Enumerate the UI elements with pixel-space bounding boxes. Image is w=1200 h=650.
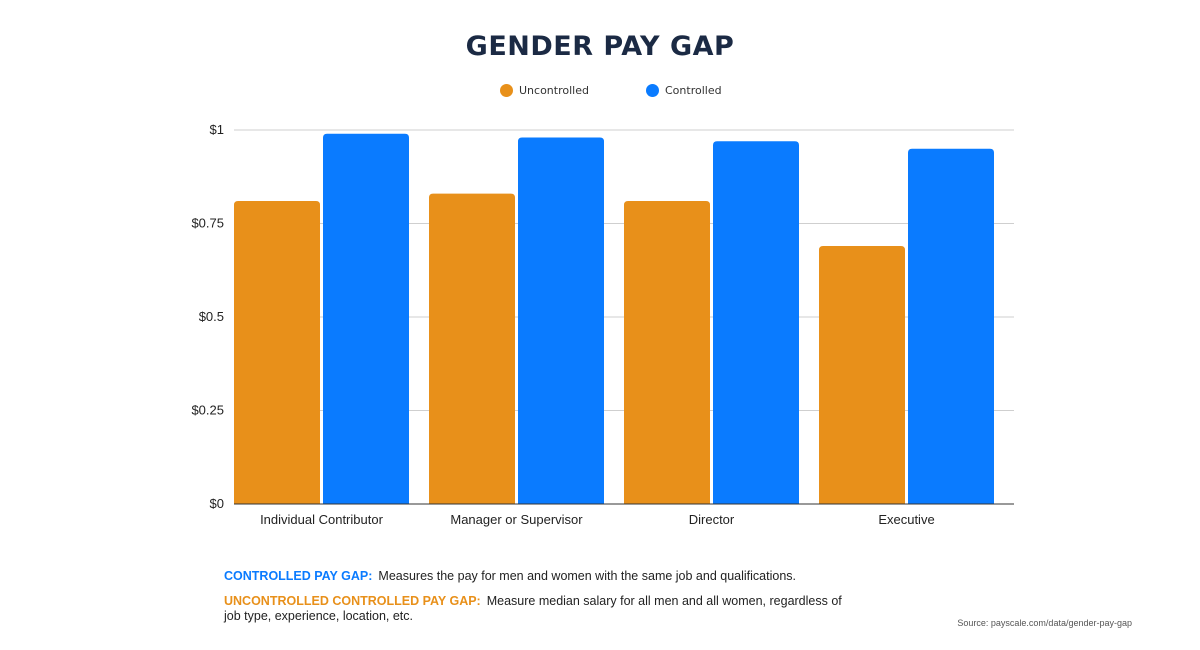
y-tick-label: $0 <box>210 496 224 511</box>
y-tick-label: $0.75 <box>191 216 224 231</box>
legend-swatch-uncontrolled <box>500 83 513 97</box>
note-controlled-text: Measures the pay for men and women with … <box>378 569 796 583</box>
y-tick-label: $0.25 <box>191 403 224 418</box>
chart-legend: Uncontrolled Controlled <box>0 82 1200 98</box>
bar-controlled-0 <box>323 133 409 505</box>
bar-chart: $0 $0.25 $0.5 $0.75 $1 Individual Contributor… <box>191 122 1014 527</box>
bar-uncontrolled-2 <box>624 201 710 504</box>
bar-uncontrolled-1 <box>429 193 515 504</box>
x-tick-label: Director <box>689 512 735 527</box>
bar-controlled-2 <box>713 141 799 504</box>
bar-uncontrolled-0 <box>234 201 320 504</box>
bar-uncontrolled-3 <box>819 245 905 504</box>
x-tick-label: Executive <box>878 512 934 527</box>
legend-label-uncontrolled: Uncontrolled <box>519 83 589 97</box>
note-uncontrolled: UNCONTROLLED CONTROLLED PAY GAP: Measure … <box>224 594 844 624</box>
note-controlled: CONTROLLED PAY GAP: Measures the pay for … <box>224 569 844 584</box>
note-controlled-heading: CONTROLLED PAY GAP: <box>224 569 373 583</box>
source-credit: Source: payscale.com/data/gender-pay-gap <box>957 618 1132 628</box>
y-tick-label: $0.5 <box>199 309 224 324</box>
x-tick-label: Individual Contributor <box>260 512 384 527</box>
legend-label-controlled: Controlled <box>665 83 722 97</box>
bar-controlled-3 <box>908 148 994 504</box>
note-uncontrolled-heading: UNCONTROLLED CONTROLLED PAY GAP: <box>224 594 481 608</box>
legend-item-controlled: Controlled <box>646 82 722 98</box>
bar-controlled-1 <box>518 137 604 505</box>
note-uncontrolled-text: Measure median salary for all men and al… <box>224 594 842 623</box>
y-tick-label: $1 <box>210 122 224 137</box>
legend-item-uncontrolled: Uncontrolled <box>500 82 589 98</box>
legend-swatch-controlled <box>646 83 659 97</box>
x-tick-label: Manager or Supervisor <box>450 512 583 527</box>
chart-title: GENDER PAY GAP <box>465 31 735 62</box>
